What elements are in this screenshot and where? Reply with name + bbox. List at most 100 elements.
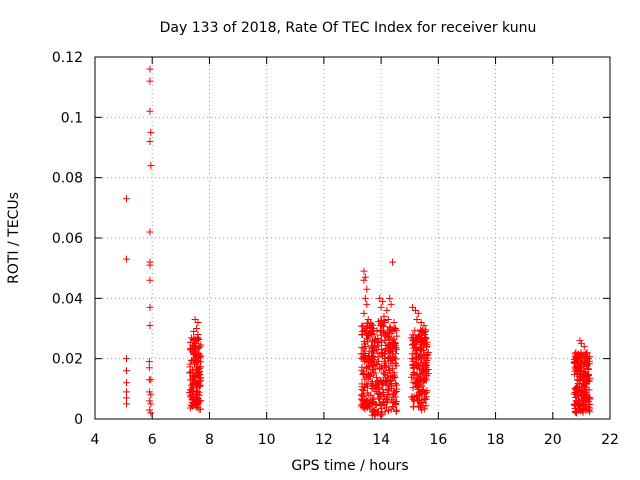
data-point bbox=[577, 388, 585, 396]
data-point bbox=[122, 388, 130, 396]
data-point bbox=[189, 380, 197, 388]
data-point bbox=[147, 376, 155, 384]
data-point bbox=[414, 309, 422, 317]
data-point bbox=[191, 315, 199, 323]
data-point bbox=[194, 365, 202, 373]
data-point bbox=[582, 376, 590, 384]
data-point bbox=[370, 338, 378, 346]
chart-title: Day 133 of 2018, Rate Of TEC Index for r… bbox=[160, 20, 537, 36]
y-tick-label: 0.02 bbox=[52, 352, 83, 368]
data-point bbox=[577, 340, 585, 348]
data-point bbox=[370, 347, 378, 355]
data-point bbox=[197, 341, 205, 349]
data-point bbox=[147, 400, 155, 408]
grid bbox=[95, 57, 610, 419]
data-point bbox=[416, 335, 424, 343]
data-point bbox=[361, 273, 369, 281]
data-point bbox=[146, 321, 154, 329]
x-axis-label: GPS time / hours bbox=[291, 458, 408, 474]
data-point bbox=[192, 370, 200, 378]
data-point bbox=[572, 401, 580, 409]
data-point bbox=[191, 337, 199, 345]
data-point bbox=[378, 405, 386, 413]
x-tick-label: 16 bbox=[429, 432, 447, 448]
data-point bbox=[376, 402, 384, 410]
data-point bbox=[373, 382, 381, 390]
data-point bbox=[417, 328, 425, 336]
data-point bbox=[368, 352, 376, 360]
data-point bbox=[373, 374, 381, 382]
x-tick-label: 20 bbox=[544, 432, 562, 448]
data-point bbox=[187, 401, 195, 409]
data-point bbox=[391, 342, 399, 350]
data-point bbox=[122, 400, 130, 408]
data-point bbox=[382, 362, 390, 370]
data-point bbox=[145, 397, 153, 405]
data-point bbox=[363, 322, 371, 330]
data-point bbox=[146, 261, 154, 269]
data-point bbox=[572, 363, 580, 371]
data-point bbox=[196, 353, 204, 361]
data-point bbox=[363, 335, 371, 343]
data-point bbox=[359, 398, 367, 406]
data-point bbox=[360, 276, 368, 284]
data-point bbox=[147, 128, 155, 136]
data-point bbox=[573, 386, 581, 394]
data-point bbox=[580, 343, 588, 351]
data-point bbox=[575, 400, 583, 408]
data-point bbox=[147, 391, 155, 399]
data-point bbox=[382, 398, 390, 406]
data-point bbox=[391, 388, 399, 396]
data-point bbox=[368, 384, 376, 392]
x-tick-label: 6 bbox=[148, 432, 157, 448]
data-point bbox=[146, 137, 154, 145]
data-point bbox=[409, 303, 417, 311]
data-point bbox=[146, 276, 154, 284]
data-point bbox=[390, 387, 398, 395]
data-point bbox=[390, 371, 398, 379]
data-point bbox=[420, 405, 428, 413]
data-point bbox=[147, 409, 155, 417]
data-point bbox=[195, 388, 203, 396]
data-point bbox=[197, 374, 205, 382]
data-point bbox=[378, 319, 386, 327]
data-point bbox=[187, 368, 195, 376]
data-point bbox=[364, 403, 372, 411]
data-point bbox=[585, 400, 593, 408]
data-point bbox=[195, 371, 203, 379]
data-point bbox=[584, 372, 592, 380]
data-point bbox=[385, 366, 393, 374]
data-point bbox=[380, 312, 388, 320]
y-tick-label: 0.1 bbox=[61, 110, 83, 126]
y-tick-label: 0.06 bbox=[52, 231, 83, 247]
data-point bbox=[571, 360, 579, 368]
data-point bbox=[573, 409, 581, 417]
data-point bbox=[581, 368, 589, 376]
data-point bbox=[376, 294, 384, 302]
data-point bbox=[384, 407, 392, 415]
data-point bbox=[369, 397, 377, 405]
x-tick-label: 12 bbox=[315, 432, 333, 448]
data-point bbox=[573, 401, 581, 409]
data-point bbox=[412, 337, 420, 345]
data-point bbox=[583, 361, 591, 369]
x-tick-label: 18 bbox=[487, 432, 505, 448]
data-point bbox=[360, 267, 368, 275]
data-point bbox=[418, 399, 426, 407]
data-point bbox=[409, 344, 417, 352]
data-point bbox=[421, 388, 429, 396]
data-point bbox=[393, 406, 401, 414]
data-point bbox=[196, 374, 204, 382]
data-point bbox=[364, 338, 372, 346]
data-point bbox=[391, 360, 399, 368]
data-point bbox=[146, 228, 154, 236]
data-point bbox=[421, 351, 429, 359]
data-point bbox=[381, 370, 389, 378]
data-point bbox=[579, 380, 587, 388]
data-point bbox=[421, 334, 429, 342]
y-tick-label: 0 bbox=[74, 412, 83, 428]
data-point bbox=[358, 344, 366, 352]
data-point bbox=[390, 318, 398, 326]
data-point bbox=[364, 315, 372, 323]
data-point bbox=[417, 318, 425, 326]
